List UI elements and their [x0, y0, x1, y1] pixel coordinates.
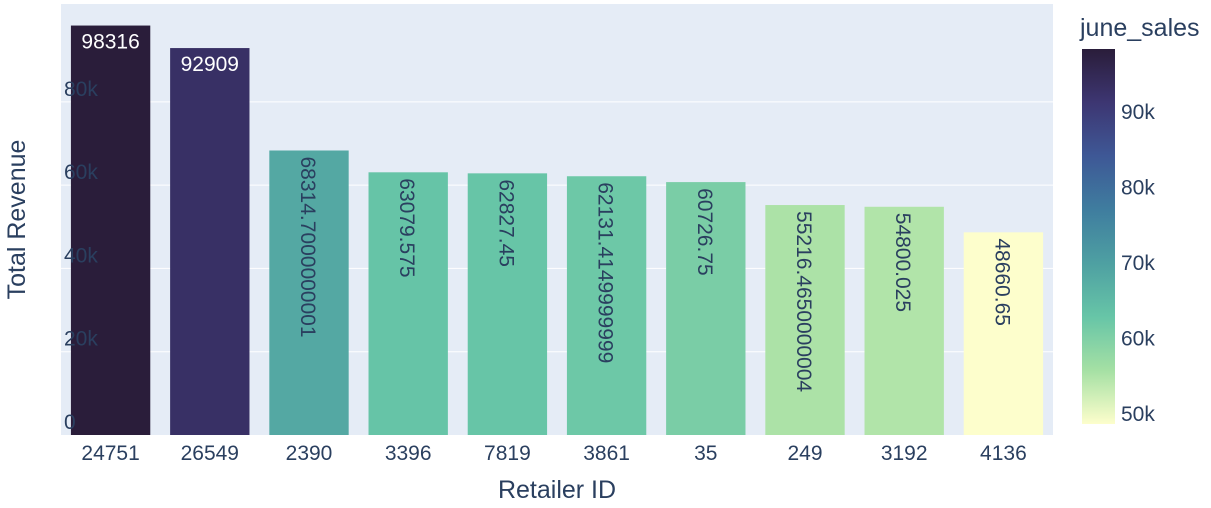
- bar-value-label: 98316: [81, 31, 139, 54]
- bar: [666, 182, 746, 435]
- colorbar-title: june_sales: [1079, 14, 1200, 42]
- bar-value-label: 55216.4650000004: [792, 211, 815, 392]
- y-tick-label: 80k: [64, 78, 98, 101]
- bar: [170, 48, 250, 436]
- colorbar-tick-label: 60k: [1121, 327, 1155, 350]
- bar: [368, 172, 448, 436]
- bar: [963, 232, 1044, 435]
- bar: [269, 150, 349, 436]
- bar-value-label: 63079.575: [395, 178, 418, 277]
- colorbar: june_sales 50k 60k 70k 80k 90k: [1079, 14, 1200, 426]
- bar: [467, 173, 548, 435]
- bar-value-label: 60726.75: [693, 188, 716, 276]
- colorbar-tick-label: 70k: [1121, 252, 1155, 275]
- x-tick-label: 3396: [385, 442, 432, 465]
- bar: [566, 176, 647, 435]
- bar-value-label: 48660.65: [990, 238, 1013, 326]
- x-axis-title: Retailer ID: [498, 476, 616, 503]
- bar-value-label: 54800.025: [891, 213, 914, 312]
- bar: [864, 206, 944, 435]
- bar-value-label: 62827.45: [494, 179, 517, 267]
- colorbar-tick-label: 50k: [1121, 403, 1155, 426]
- x-tick-label: 3192: [881, 442, 928, 465]
- y-tick-label: 20k: [64, 328, 98, 351]
- y-tick-label: 40k: [64, 244, 98, 267]
- colorbar-gradient: [1082, 49, 1115, 424]
- x-tick-label: 24751: [81, 442, 139, 465]
- bar: [765, 205, 845, 435]
- colorbar-ticks: 50k 60k 70k 80k 90k: [1121, 101, 1155, 426]
- colorbar-tick-label: 80k: [1121, 176, 1155, 199]
- x-tick-label: 7819: [484, 442, 531, 465]
- bar: [70, 25, 151, 436]
- bar-value-label: 92909: [181, 53, 239, 76]
- y-axis-title: Total Revenue: [3, 140, 31, 300]
- bar-value-label: 68314.7000000001: [296, 156, 319, 337]
- x-tick-label: 4136: [980, 442, 1027, 465]
- x-tick-label: 35: [694, 442, 717, 465]
- y-tick-label: 0: [64, 411, 76, 434]
- x-axis-ticks: 24751 26549 2390 3396 7819 3861 35 249 3192 4136: [81, 442, 1026, 465]
- x-tick-label: 2390: [286, 442, 333, 465]
- x-tick-label: 249: [787, 442, 822, 465]
- bar-value-label: 62131.4149999999: [594, 182, 617, 363]
- x-tick-label: 26549: [181, 442, 239, 465]
- colorbar-tick-label: 90k: [1121, 101, 1155, 124]
- y-tick-label: 60k: [64, 161, 98, 184]
- y-axis-ticks: 0 20k 40k 60k 80k: [64, 78, 98, 434]
- bars: 98316 92909 68314.7000000001 63079.575 62827…: [70, 25, 1044, 436]
- x-tick-label: 3861: [583, 442, 630, 465]
